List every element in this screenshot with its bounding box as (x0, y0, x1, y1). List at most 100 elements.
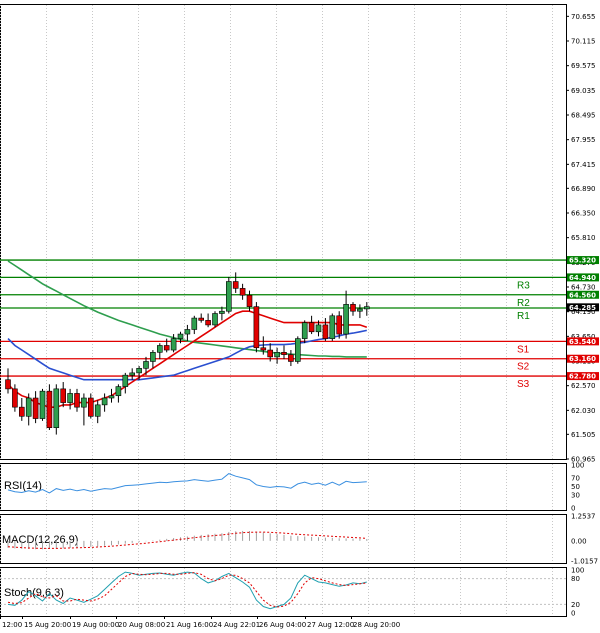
candle-body (150, 352, 156, 362)
grid-lines (0, 5, 553, 616)
macd-tick-label: -1.0157 (571, 558, 598, 566)
candle-body (232, 281, 239, 289)
candle-body (163, 345, 170, 351)
candle-body (322, 324, 329, 339)
level-name-s2: S2 (517, 362, 530, 373)
ma-green-line (7, 260, 367, 358)
candle-body (184, 329, 191, 335)
candle-body (129, 372, 135, 376)
macd-tick-label: 0.00 (571, 537, 587, 545)
level-tag-box (567, 256, 599, 265)
macd-tick-label: 1.2537 (571, 512, 596, 520)
rsi-label: RSI(14) (4, 480, 42, 492)
rsi-tick-label: 70 (571, 474, 580, 482)
candle-body (101, 397, 108, 406)
price-tick-label: 64.190 (571, 308, 596, 316)
candle-body (281, 352, 287, 355)
candle-body (308, 322, 315, 333)
time-tick-label: 26 Aug 04:00 (259, 621, 306, 629)
candle-body (5, 379, 11, 390)
candle-body (343, 304, 349, 335)
level-tag-box (567, 354, 599, 363)
stoch-tick-label: 100 (571, 567, 584, 575)
pivot-levels: 65.320 R3 64.940 R2 64.560 R1 S1 63.540 S2 63.160… (0, 256, 599, 390)
candle-body (122, 374, 129, 387)
level-tag-box (567, 337, 599, 346)
panel-frame-3 (0, 567, 567, 617)
price-axis: 70.655 70.115 69.575 69.035 68.495 67.955 67.4… (566, 13, 596, 464)
candle-body (25, 397, 32, 417)
candle-body (177, 333, 184, 339)
candle-body (32, 397, 39, 419)
candle-body (39, 390, 46, 419)
price-tick-label: 66.890 (571, 185, 596, 193)
candle-body (205, 320, 211, 326)
candle-body (239, 288, 246, 296)
stoch-k-line (7, 571, 367, 610)
candle-body (260, 347, 267, 351)
candle-body (74, 393, 80, 408)
current-price-tag: 64.285 (569, 304, 596, 312)
stoch-label: Stoch(9,6,3) (4, 587, 64, 599)
price-tick-label: 69.575 (571, 62, 596, 70)
price-tick-label: 67.415 (571, 161, 596, 169)
candle-body (88, 397, 94, 417)
candle-body (136, 368, 142, 374)
price-tick-label: 68.495 (571, 112, 596, 120)
level-tag-text: 63.160 (569, 355, 596, 363)
candle-body (294, 338, 301, 362)
level-name-s3: S3 (517, 379, 530, 390)
rsi-tick-label: 0 (571, 505, 575, 513)
candle-body (115, 386, 122, 397)
time-tick-label: 15 Aug 20:00 (24, 621, 71, 629)
current-price-box (567, 303, 599, 312)
price-tick-label: 64.730 (571, 284, 596, 292)
candle-body (170, 338, 177, 351)
candle-body (94, 404, 101, 417)
candle-body (246, 294, 253, 307)
time-tick-label: 19 Aug 00:00 (72, 621, 119, 629)
candle-body (274, 352, 280, 358)
candle-body (81, 397, 87, 408)
rsi-tick-label: 100 (571, 462, 584, 470)
candle-body (60, 388, 67, 403)
candle-body (226, 281, 232, 312)
candle-body (46, 390, 53, 429)
level-name-s1: S1 (517, 344, 530, 355)
price-tick-label: 60.965 (571, 456, 596, 464)
price-tick-label: 65.810 (571, 234, 596, 242)
candle-body (157, 345, 163, 353)
panel-frame-1 (0, 463, 567, 511)
candle-body (191, 317, 198, 330)
candle-body (253, 306, 260, 349)
price-tick-label: 66.350 (571, 209, 596, 217)
stoch-tick-label: 80 (571, 575, 580, 583)
candle-body (329, 315, 336, 339)
candle-body (315, 324, 322, 333)
candle-body (363, 306, 370, 310)
level-tag-box (567, 372, 599, 381)
candle-body (219, 310, 225, 314)
stoch-tick-label: 0 (571, 610, 575, 618)
stoch-d-line (7, 572, 367, 608)
candle-body (198, 317, 204, 321)
time-tick-label: 28 Aug 20:00 (353, 621, 400, 629)
candles (5, 272, 370, 435)
rsi-line (7, 473, 367, 494)
level-tag-box (567, 273, 599, 282)
level-tag-text: 63.540 (569, 338, 596, 346)
level-tag-text: 64.940 (569, 274, 596, 282)
candle-body (53, 388, 60, 429)
time-tick-label: 27 Aug 12:00 (307, 621, 354, 629)
ma-blue-line (7, 329, 367, 381)
candle-body (301, 322, 308, 339)
candle-body (18, 406, 25, 417)
candle-body (288, 354, 294, 362)
price-tick-label: 69.035 (571, 87, 596, 95)
candle-body (143, 361, 149, 369)
level-name-r2: R2 (517, 298, 530, 309)
level-tag-text: 65.320 (569, 257, 596, 265)
level-tag-box (567, 290, 599, 299)
